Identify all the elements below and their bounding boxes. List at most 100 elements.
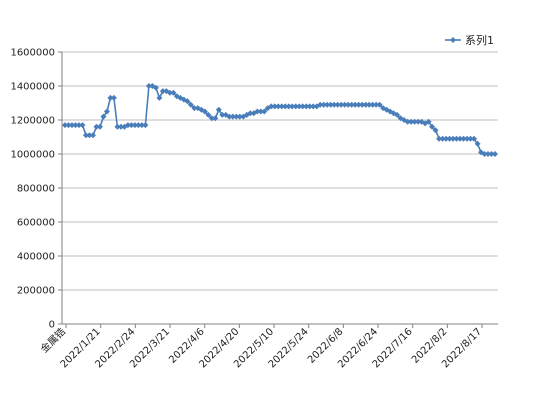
data-point [488,151,495,157]
data-point [394,111,401,118]
data-point [415,118,422,125]
y-tick-label: 800000 [17,184,55,195]
data-point [467,135,474,142]
data-point [436,135,443,142]
y-tick-label: 1000000 [10,150,55,161]
legend: 系列1 [445,33,494,47]
data-point [369,101,376,108]
data-point [450,135,457,142]
legend-label: 系列1 [465,33,494,47]
data-point [65,122,72,129]
data-point [103,108,110,115]
data-point [443,135,450,142]
data-point [159,88,166,95]
data-point [327,101,334,108]
data-point [310,103,317,110]
y-tick-label: 1600000 [10,48,55,59]
data-point [107,94,114,101]
data-point [334,101,341,108]
data-point [362,101,369,108]
data-point [75,122,82,129]
data-point [236,113,243,120]
data-point [100,113,107,120]
data-point [352,101,359,108]
data-point [135,122,142,129]
data-point [425,118,432,125]
data-point [233,113,240,120]
data-point [152,84,159,91]
data-point [128,122,135,129]
data-point [187,101,194,108]
y-tick-label: 1200000 [10,116,55,127]
y-tick-label: 200000 [17,286,55,297]
y-tick-label: 1400000 [10,82,55,93]
data-point [268,103,275,110]
series-plot [62,83,498,157]
data-point [142,122,149,129]
data-point [317,101,324,108]
data-point [79,122,86,129]
data-point [208,115,215,122]
data-point [114,123,121,130]
data-point [72,122,79,129]
y-axis: 0 200000 400000 600000 800000 1000000 1200000 1… [10,48,63,331]
data-point [86,132,93,139]
data-point [254,108,261,115]
data-point [89,132,96,139]
legend-marker [450,37,456,43]
data-point [460,135,467,142]
y-tick-label: 600000 [17,218,55,229]
data-point [261,108,268,115]
data-point [96,123,103,130]
data-point [215,106,222,113]
data-point [282,103,289,110]
data-point [285,103,292,110]
data-point [492,151,498,157]
data-point [348,101,355,108]
data-point [247,110,254,117]
data-point [292,103,299,110]
gridlines [62,51,498,325]
data-point [485,151,492,157]
data-point [464,135,471,142]
data-point [299,103,306,110]
data-point [229,113,236,120]
data-point [366,101,373,108]
data-point [205,111,212,118]
data-point [212,115,219,122]
data-point [481,151,488,157]
data-point [156,94,163,101]
data-point [117,123,124,130]
data-point [432,127,439,134]
y-tick-label: 0 [49,320,55,331]
data-point [184,98,191,105]
data-point [439,135,446,142]
data-point [457,135,464,142]
data-point [373,101,380,108]
data-point [355,101,362,108]
data-point [257,108,264,115]
data-point [82,132,89,139]
data-point [331,101,338,108]
data-point [138,122,145,129]
data-point [429,123,436,130]
data-point [296,103,303,110]
data-point [303,103,310,110]
data-point [219,111,226,118]
data-point [306,103,313,110]
data-point [62,122,68,129]
data-point [110,94,117,101]
data-point [275,103,282,110]
data-point [166,89,173,96]
data-point [271,103,278,110]
data-point [376,101,383,108]
data-point [191,105,198,112]
data-point [471,135,478,142]
data-point [404,118,411,125]
data-point [408,118,415,125]
data-point [324,101,331,108]
data-point [289,103,296,110]
data-point [145,83,152,89]
data-point [93,123,100,130]
